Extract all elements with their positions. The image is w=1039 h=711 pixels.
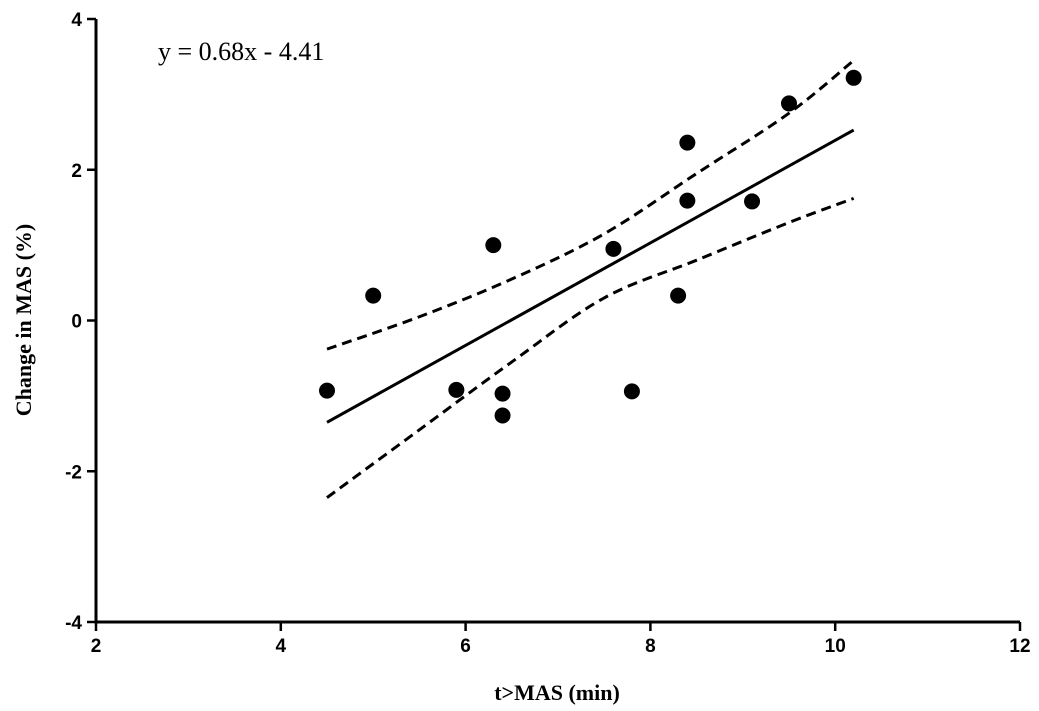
regression-line-group	[326, 128, 855, 424]
x-tick-label: 4	[276, 636, 287, 657]
data-point	[744, 193, 761, 210]
y-tick-label: 0	[71, 312, 82, 333]
data-point	[365, 287, 382, 304]
data-point	[781, 95, 797, 112]
data-point	[448, 381, 465, 398]
lower-confidence-band	[326, 196, 855, 499]
axes: 2 4 6 8 10 12 -4 -2 0 2 4	[65, 10, 1030, 657]
y-tick-label: -4	[65, 613, 82, 634]
y-tick-label: -2	[65, 462, 82, 483]
y-axis-title: Change in MAS (%)	[11, 224, 36, 417]
data-point	[605, 240, 622, 257]
data-point	[845, 69, 862, 86]
x-tick-label: 6	[460, 636, 471, 657]
y-tick-label: 2	[71, 161, 82, 182]
regression-line	[326, 128, 855, 424]
x-tick-label: 12	[1009, 636, 1030, 657]
regression-equation: y = 0.68x - 4.41	[158, 37, 324, 66]
data-point	[679, 134, 696, 151]
data-point	[679, 192, 696, 209]
data-point	[494, 407, 511, 424]
data-point	[494, 385, 511, 402]
x-tick-label: 2	[91, 636, 102, 657]
data-point	[670, 287, 687, 304]
upper-confidence-band	[326, 59, 855, 351]
x-tick-label: 10	[825, 636, 846, 657]
data-point	[623, 383, 640, 400]
data-point	[485, 237, 502, 254]
confidence-bands	[326, 59, 855, 499]
data-points	[319, 69, 862, 424]
x-tick-label: 8	[645, 636, 656, 657]
data-point	[319, 382, 335, 399]
y-tick-label: 4	[71, 10, 82, 31]
x-axis-title: t>MAS (min)	[494, 680, 620, 705]
